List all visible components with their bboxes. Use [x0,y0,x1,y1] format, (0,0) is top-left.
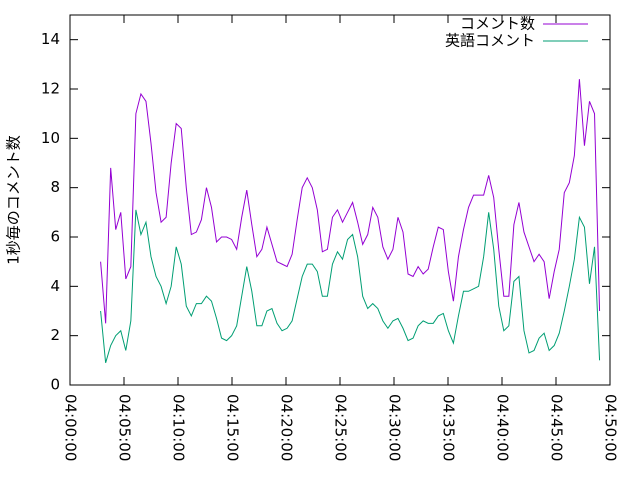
plot-frame [69,14,611,386]
y-tick-label: 10 [41,129,60,147]
x-tick-label: 04:50:00 [602,394,620,461]
series-line [100,209,601,363]
legend-label: 英語コメント [445,32,535,50]
x-tick-label: 04:20:00 [278,394,296,461]
x-tick-label: 04:40:00 [494,394,512,461]
y-tick-label: 6 [50,228,60,246]
x-tick-label: 04:10:00 [170,394,188,461]
x-tick-label: 04:00:00 [62,394,80,461]
x-tick-label: 04:45:00 [548,394,566,461]
legend-label: コメント数 [460,15,535,33]
y-axis-label: 1秒毎のコメント数 [5,135,23,265]
y-tick-label: 8 [50,178,60,196]
y-tick-label: 4 [50,277,60,295]
x-tick-label: 04:05:00 [116,394,134,461]
series-line [100,79,601,324]
x-tick-label: 04:35:00 [440,394,458,461]
y-tick-label: 12 [41,80,60,98]
x-tick-label: 04:15:00 [224,394,242,461]
y-tick-label: 14 [41,30,60,48]
y-tick-label: 0 [50,376,60,394]
x-tick-label: 04:25:00 [332,394,350,461]
x-tick-label: 04:30:00 [386,394,404,461]
y-tick-label: 2 [50,326,60,344]
